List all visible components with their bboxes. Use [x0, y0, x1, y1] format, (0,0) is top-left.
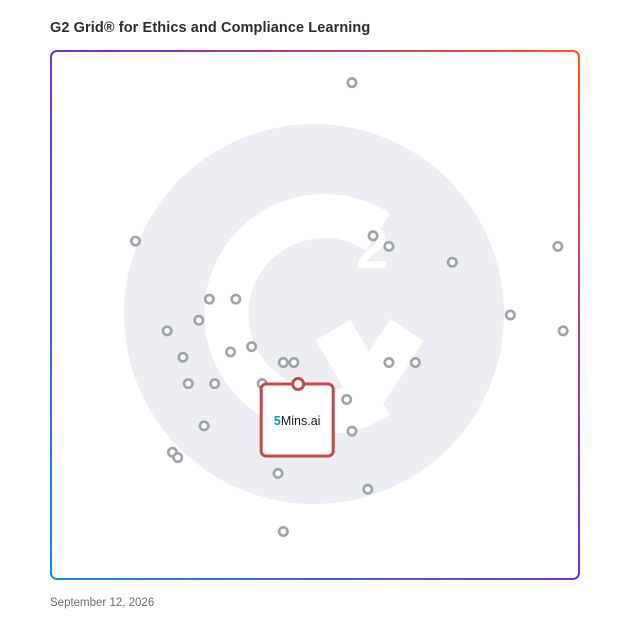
- vendor-point-24[interactable]: [346, 425, 358, 437]
- vendor-point-16[interactable]: [277, 357, 289, 369]
- vendor-point-27[interactable]: [172, 452, 184, 464]
- vendor-point-8[interactable]: [230, 293, 242, 305]
- page-title: G2 Grid® for Ethics and Compliance Learn…: [50, 20, 371, 36]
- vendor-point-13[interactable]: [246, 341, 258, 353]
- vendor-point-14[interactable]: [225, 346, 237, 358]
- vendor-point-1[interactable]: [346, 77, 358, 89]
- vendor-point-6[interactable]: [552, 240, 564, 252]
- vendor-point-18[interactable]: [383, 357, 395, 369]
- vendor-point-28[interactable]: [272, 467, 284, 479]
- svg-text:2: 2: [356, 216, 388, 281]
- highlighted-vendor-marker[interactable]: 5Mins.ai: [259, 377, 335, 458]
- vendor-point-23[interactable]: [341, 393, 353, 405]
- vendor-point-15[interactable]: [177, 351, 189, 363]
- vendor-point-25[interactable]: [198, 420, 210, 432]
- vendor-point-30[interactable]: [277, 525, 289, 537]
- vendor-point-12[interactable]: [557, 325, 569, 337]
- vendor-point-3[interactable]: [367, 230, 379, 242]
- vendor-point-20[interactable]: [209, 378, 221, 390]
- report-date: September 12, 2026: [50, 597, 155, 609]
- vendor-point-2[interactable]: [129, 235, 141, 247]
- vendor-point-17[interactable]: [288, 357, 300, 369]
- vendor-point-4[interactable]: [383, 240, 395, 252]
- vendor-point-19[interactable]: [409, 357, 421, 369]
- vendor-point-10[interactable]: [193, 314, 205, 326]
- vendor-point-5[interactable]: [446, 256, 458, 268]
- vendor-point-21[interactable]: [182, 378, 194, 390]
- vendor-point-29[interactable]: [362, 483, 374, 495]
- vendor-point-9[interactable]: [504, 309, 516, 321]
- vendor-point-7[interactable]: [203, 293, 215, 305]
- vendor-point-11[interactable]: [161, 325, 173, 337]
- vendor-logo-5mins-ai: 5Mins.ai: [274, 414, 321, 428]
